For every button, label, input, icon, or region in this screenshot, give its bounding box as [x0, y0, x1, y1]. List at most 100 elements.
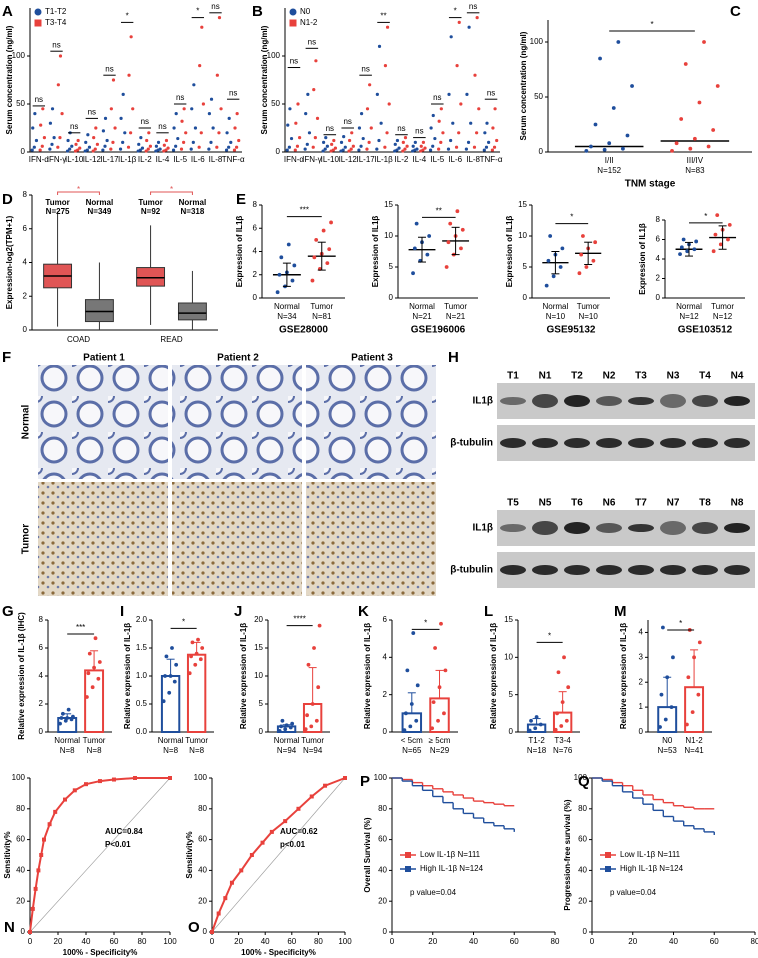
dot — [66, 707, 71, 712]
dot — [566, 685, 571, 690]
dot — [193, 126, 198, 130]
band — [660, 565, 686, 575]
dot — [227, 145, 231, 149]
y-tick-label: 2.0 — [136, 615, 148, 624]
panel-letter: N — [4, 919, 15, 936]
dot — [224, 148, 229, 152]
band — [500, 397, 526, 405]
bar — [186, 653, 207, 733]
dot — [415, 147, 419, 151]
roc-point — [223, 896, 228, 901]
dot — [332, 138, 336, 143]
sig-label: * — [704, 212, 707, 221]
dot — [174, 662, 179, 667]
bar — [160, 675, 181, 733]
dot — [413, 140, 417, 144]
x-tick-label: 40 — [82, 937, 91, 946]
dot — [111, 140, 115, 144]
dot — [129, 35, 133, 39]
y-tick-label: 0 — [21, 927, 26, 936]
dot — [140, 146, 145, 150]
dot — [341, 148, 345, 152]
dot — [419, 144, 423, 148]
sig-label: ns — [469, 2, 477, 11]
dot — [361, 136, 365, 141]
dot — [192, 83, 196, 87]
dot — [123, 131, 127, 135]
dot — [96, 676, 101, 681]
dot — [296, 102, 300, 106]
sig-label: ns — [308, 37, 316, 46]
dot — [459, 102, 463, 106]
n-label: N=94 — [303, 746, 323, 755]
dot — [162, 143, 166, 147]
y-tick-label: 5 — [259, 699, 264, 708]
roc-point — [112, 777, 116, 782]
legend-marker — [34, 19, 42, 27]
dot — [127, 73, 131, 77]
y-axis-label: Progression-free survival (%) — [563, 799, 572, 910]
dot — [50, 142, 54, 146]
sig-label: ** — [436, 207, 442, 216]
y-tick-label: 0 — [39, 727, 44, 736]
panel-letter: E — [236, 191, 246, 208]
dot — [139, 136, 143, 140]
dot — [305, 142, 309, 146]
y-tick-label: 1.0 — [136, 671, 148, 680]
row-label: β-tubulin — [450, 565, 493, 576]
x-tick-label: Tumor — [185, 736, 208, 745]
dot — [475, 16, 479, 20]
dot — [551, 274, 556, 279]
roc-point — [343, 776, 347, 780]
lane-label: T8 — [699, 498, 711, 509]
x-tick-label: T1-2 — [528, 736, 545, 745]
n-label: N=21 — [412, 312, 432, 321]
dot — [187, 671, 192, 676]
dot — [423, 146, 427, 150]
lane-label: T6 — [571, 498, 583, 509]
x-tick-label: IL-8 — [466, 155, 480, 164]
dot — [229, 140, 233, 144]
annotation: p<0.01 — [280, 840, 306, 849]
dot — [292, 263, 297, 268]
y-tick-label: 0 — [259, 727, 264, 736]
x-tick-label: IL-10 — [65, 155, 84, 164]
dot — [425, 252, 430, 257]
y-axis-label: Sensitivity% — [3, 831, 12, 878]
x-tick-label: Normal — [676, 302, 702, 311]
x-tick-label: 100 — [338, 937, 352, 946]
x-tick-label: Tumor — [301, 736, 324, 745]
dot — [726, 237, 730, 242]
dot — [97, 660, 102, 664]
band — [628, 397, 654, 405]
y-tick-label: 50 — [271, 99, 280, 108]
dot — [548, 234, 553, 238]
dot — [158, 147, 162, 151]
y-tick-label: 2 — [253, 270, 258, 279]
roc-point — [260, 840, 265, 845]
panel-letter: C — [730, 3, 741, 20]
band — [596, 438, 622, 448]
sig-label: ns — [52, 40, 60, 49]
dot — [174, 144, 178, 148]
dot — [385, 131, 389, 135]
dot — [279, 255, 284, 260]
sig-label: ns — [141, 117, 149, 126]
dot — [322, 140, 326, 144]
band — [724, 523, 750, 533]
dot — [109, 147, 113, 151]
dot — [564, 718, 569, 723]
roc-point — [229, 880, 234, 885]
y-axis-label: Relative expression of IL-1β — [239, 623, 248, 729]
x-tick-label: IL-5 — [430, 155, 444, 164]
x-tick-label: IL-2 — [138, 155, 152, 164]
dot — [93, 147, 97, 151]
y-tick-label: 10 — [254, 671, 263, 680]
micrograph — [172, 482, 302, 596]
dot — [303, 727, 308, 732]
dot — [491, 126, 495, 130]
dot — [201, 102, 205, 106]
dot — [446, 240, 451, 245]
dot — [683, 62, 688, 66]
dot — [685, 722, 689, 727]
